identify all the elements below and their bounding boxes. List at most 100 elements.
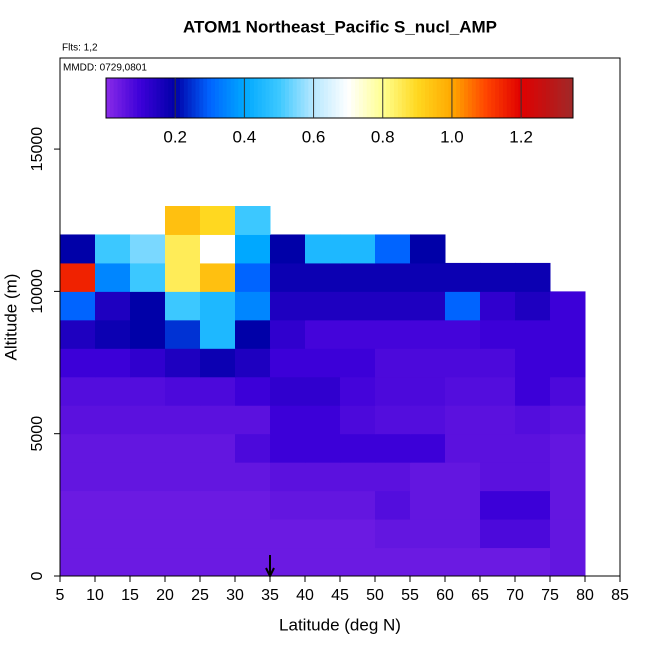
colorbar-swatch [207, 78, 212, 118]
heatmap-cell [130, 519, 166, 549]
heatmap-cell [375, 319, 411, 349]
x-tick-label: 5 [56, 587, 65, 604]
heatmap-cell [95, 490, 131, 520]
heatmap-cell [340, 319, 376, 349]
colorbar-swatch [351, 78, 356, 118]
x-tick-label: 85 [611, 587, 629, 604]
heatmap-cell [200, 206, 236, 235]
colorbar-swatch [257, 78, 263, 118]
colorbar-swatch [176, 78, 181, 118]
heatmap-cell [480, 433, 516, 463]
heatmap-cell [235, 348, 271, 378]
x-axis-label: Latitude (deg N) [279, 615, 401, 634]
colorbar-swatch [312, 78, 317, 118]
colorbar-swatch [397, 78, 403, 118]
y-tick-label: 15000 [29, 127, 46, 172]
heatmap-cell [550, 405, 586, 435]
heatmap-cell [550, 348, 586, 378]
heatmap-cell [235, 547, 271, 577]
colorbar-swatch [374, 78, 379, 118]
heatmap-cell [200, 519, 236, 549]
colorbar-swatch [187, 78, 193, 118]
x-tick-label: 45 [331, 587, 349, 604]
heatmap-cell [165, 376, 201, 406]
heatmap-cell [60, 405, 96, 435]
heatmap-cell [550, 291, 586, 321]
colorbar-swatch [460, 78, 465, 118]
colorbar-swatch [277, 78, 282, 118]
heatmap-cell [235, 462, 271, 492]
heatmap-cell [235, 376, 271, 406]
colorbar-swatch [179, 78, 185, 118]
heatmap-cell [410, 348, 446, 378]
colorbar-swatch [117, 78, 123, 118]
colorbar-swatch [273, 78, 278, 118]
colorbar-swatch [401, 78, 407, 118]
colorbar-swatch [226, 78, 232, 118]
colorbar-swatch [491, 78, 496, 118]
colorbar-swatch [444, 78, 449, 118]
heatmap-cell [165, 262, 201, 292]
heatmap-cell [410, 291, 446, 321]
x-tick-label: 30 [226, 587, 244, 604]
colorbar-swatch [249, 78, 255, 118]
heatmap-cell [270, 405, 306, 435]
heatmap-cell [305, 376, 341, 406]
heatmap-cell [340, 547, 376, 577]
axes: 5 10 15 20 25 30 35 40 45 50 55 60 65 70 75 80 85 0 5000 10… [29, 127, 629, 605]
colorbar-swatch [300, 78, 305, 118]
heatmap-cell [550, 519, 586, 549]
heatmap-cell [375, 433, 411, 463]
colorbar-swatch [362, 78, 368, 118]
x-tick-label: 75 [541, 587, 559, 604]
colorbar-swatch [386, 78, 391, 118]
heatmap-cell [270, 376, 306, 406]
heatmap-cell [340, 291, 376, 321]
heatmap-cell [305, 547, 341, 577]
heatmap-cell [550, 376, 586, 406]
colorbar-swatch [160, 78, 165, 118]
colorbar-swatch [549, 78, 555, 118]
colorbar-swatch [471, 78, 477, 118]
heatmap-cell [515, 291, 551, 321]
heatmap-cell [305, 348, 341, 378]
colorbar-swatch [479, 78, 484, 118]
colorbar-swatch [432, 78, 438, 118]
colorbar-swatch [195, 78, 200, 118]
heatmap-cell [445, 262, 481, 292]
colorbar-swatch [156, 78, 161, 118]
flights-note: Flts: 1,2 [62, 43, 98, 54]
heatmap-cell [375, 547, 411, 577]
colorbar-swatch [382, 78, 387, 118]
colorbar-swatch [129, 78, 134, 118]
colorbar-swatch [261, 78, 267, 118]
heatmap-cell [550, 462, 586, 492]
heatmap-cell [410, 433, 446, 463]
heatmap-cell [95, 405, 131, 435]
heatmap-cell [60, 234, 96, 264]
colorbar-swatch [281, 78, 286, 118]
heatmap-cell [95, 234, 131, 264]
colorbar-swatch [246, 78, 251, 118]
colorbar-tick-label: 0.8 [371, 127, 395, 146]
colorbar-swatch [358, 78, 364, 118]
colorbar-swatch [378, 78, 383, 118]
y-tick-label: 10000 [29, 269, 46, 314]
heatmap-cell [410, 462, 446, 492]
colorbar-swatch [265, 78, 270, 118]
colorbar-swatch [238, 78, 243, 118]
colorbar-swatch [144, 78, 150, 118]
heatmap-cell [200, 376, 236, 406]
colorbar-swatch [230, 78, 235, 118]
heatmap-cell [480, 376, 516, 406]
colorbar-swatch [234, 78, 239, 118]
heatmap-cell [165, 490, 201, 520]
colorbar-swatch [545, 78, 551, 118]
colorbar-swatch [141, 78, 146, 118]
heatmap-cell [270, 234, 306, 264]
heatmap-cell [200, 291, 236, 321]
heatmap-cell [410, 490, 446, 520]
heatmap-cell [60, 490, 96, 520]
colorbar-swatch [168, 78, 173, 118]
heatmap-cell [445, 319, 481, 349]
